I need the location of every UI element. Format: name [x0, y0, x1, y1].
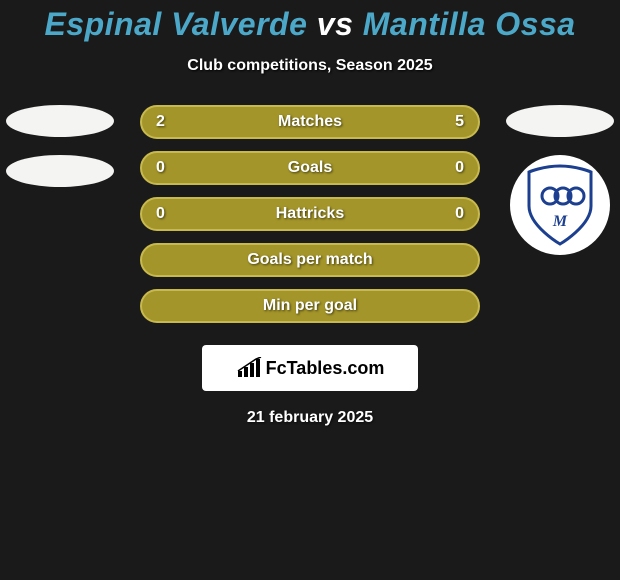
- team-badge-oval: [506, 105, 614, 137]
- stat-left-value: 2: [156, 113, 165, 131]
- stat-row: Min per goal: [140, 289, 480, 323]
- team-badge-oval: [6, 105, 114, 137]
- shield-icon: M: [515, 160, 605, 250]
- stat-label: Min per goal: [263, 297, 357, 315]
- team-badge-oval: [6, 155, 114, 187]
- stat-right-value: 0: [455, 159, 464, 177]
- stat-rows: 2 Matches 5 0 Goals 0 0 Hattricks 0 Goals per mat…: [140, 105, 480, 323]
- date-line: 21 february 2025: [0, 409, 620, 427]
- left-badges: [6, 105, 114, 187]
- right-badges: M: [506, 105, 614, 255]
- subtitle: Club competitions, Season 2025: [0, 57, 620, 75]
- stat-left-value: 0: [156, 205, 165, 223]
- stat-row: 0 Goals 0: [140, 151, 480, 185]
- stat-label: Matches: [278, 113, 342, 131]
- vs-text: vs: [317, 6, 354, 42]
- svg-text:M: M: [552, 213, 568, 230]
- stat-left-value: 0: [156, 159, 165, 177]
- stats-area: M 2 Matches 5 0 Goals 0 0 Hattricks 0 Goals per m…: [0, 105, 620, 323]
- watermark-text: FcTables.com: [266, 358, 385, 379]
- stat-row: 0 Hattricks 0: [140, 197, 480, 231]
- stat-label: Goals: [288, 159, 332, 177]
- stat-label: Goals per match: [247, 251, 372, 269]
- stat-row: Goals per match: [140, 243, 480, 277]
- millonarios-badge: M: [510, 155, 610, 255]
- stat-label: Hattricks: [276, 205, 344, 223]
- player1-name: Espinal Valverde: [44, 6, 307, 42]
- chart-bar-icon: [236, 357, 262, 379]
- player2-name: Mantilla Ossa: [363, 6, 576, 42]
- comparison-title: Espinal Valverde vs Mantilla Ossa: [0, 0, 620, 43]
- stat-right-value: 5: [455, 113, 464, 131]
- watermark: FcTables.com: [202, 345, 418, 391]
- stat-row: 2 Matches 5: [140, 105, 480, 139]
- stat-right-value: 0: [455, 205, 464, 223]
